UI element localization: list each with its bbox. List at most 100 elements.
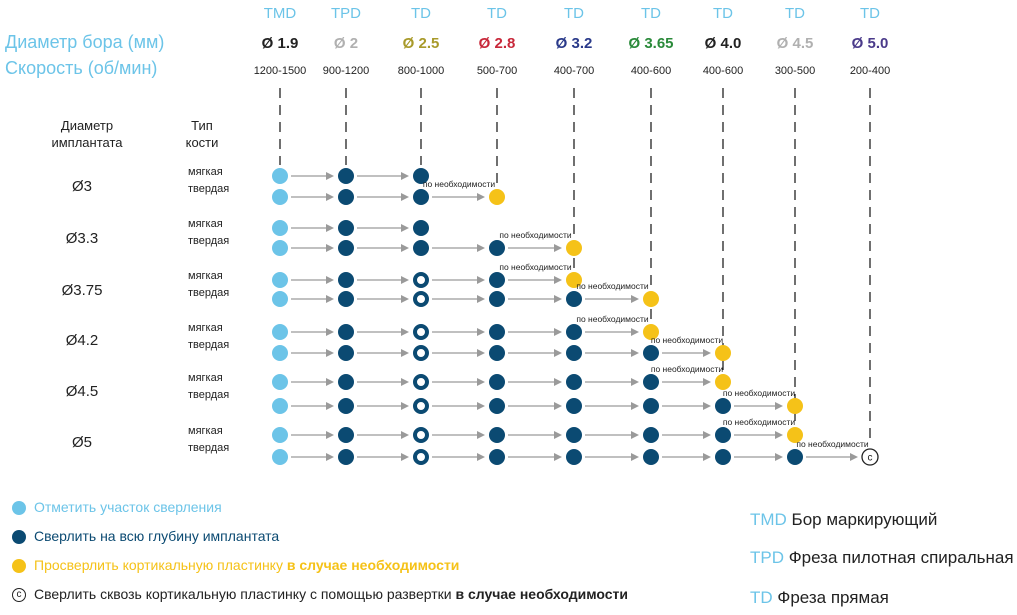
arrow-head-icon [326, 402, 334, 410]
mark-dot-icon [272, 291, 288, 307]
arrow-head-icon [326, 193, 334, 201]
drill-dot-icon [338, 398, 354, 414]
drill-dot-icon [489, 398, 505, 414]
ring-dot-icon [413, 427, 429, 443]
speed-2: 800-1000 [397, 65, 445, 77]
tool-legend-td: TD Фреза прямая [750, 588, 889, 608]
legend-cortical-bold: в случае необходимости [286, 557, 460, 573]
arrow-head-icon [554, 276, 562, 284]
bone-types-2: мягкая твердая [188, 268, 229, 302]
optional-dot-icon [787, 398, 803, 414]
arrow-head-icon [401, 193, 409, 201]
arrow-head-icon [631, 378, 639, 386]
tool-code-5: TD [641, 5, 661, 22]
drill-dot-icon [489, 240, 505, 256]
arrow-head-icon [554, 244, 562, 252]
bone-types-1: мягкая твердая [188, 216, 229, 250]
bone-types-0: мягкая твердая [188, 164, 229, 198]
drill-dot-icon [338, 168, 354, 184]
drill-dot-icon [338, 291, 354, 307]
drill-dot-icon [643, 345, 659, 361]
legend-full-depth-text: Сверлить на всю глубину имплантата [34, 528, 280, 544]
drill-dot-icon [338, 345, 354, 361]
ring-dot-icon [413, 398, 429, 414]
tpd-code: TPD [750, 548, 784, 567]
mark-dot-icon [272, 345, 288, 361]
optional-label: по необходимости [576, 281, 649, 291]
bore-diameter-3: Ø 2.8 [478, 35, 516, 52]
arrow-head-icon [477, 193, 485, 201]
implant-diameter-0: Ø3 [71, 178, 92, 195]
mark-dot-icon [272, 324, 288, 340]
arrow-head-icon [631, 349, 639, 357]
arrow-head-icon [477, 349, 485, 357]
arrow-head-icon [326, 244, 334, 252]
arrow-head-icon [477, 295, 485, 303]
arrow-head-icon [477, 402, 485, 410]
ring-dot-icon [413, 272, 429, 288]
drill-dot-icon [338, 374, 354, 390]
ring-dot-icon [413, 291, 429, 307]
speed-8: 200-400 [849, 65, 891, 77]
optional-dot-icon [643, 324, 659, 340]
arrow-head-icon [326, 431, 334, 439]
bone-soft: мягкая [188, 322, 223, 334]
bone-hard: твердая [188, 287, 230, 299]
speed-4: 400-700 [553, 65, 595, 77]
legend-item-mark: Отметить участок сверления [12, 499, 628, 528]
drill-dot-icon [338, 189, 354, 205]
arrow-head-icon [401, 328, 409, 336]
dark-dot-icon [12, 530, 26, 545]
bone-type-header: Тип кости [172, 117, 232, 151]
ring-dot-icon [413, 345, 429, 361]
arrow-head-icon [401, 295, 409, 303]
legend-reamer-text: Сверлить сквозь кортикальную пластинку с… [34, 586, 456, 602]
optional-dot-icon [489, 189, 505, 205]
arrow-head-icon [401, 402, 409, 410]
drill-dot-icon [643, 374, 659, 390]
drill-dot-icon [489, 427, 505, 443]
bone-soft: мягкая [188, 166, 223, 178]
arrow-head-icon [631, 453, 639, 461]
arrow-head-icon [326, 224, 334, 232]
drill-dot-icon [643, 427, 659, 443]
speed-1: 900-1200 [322, 65, 370, 77]
arrow-head-icon [401, 431, 409, 439]
tool-code-8: TD [860, 5, 880, 22]
arrow-head-icon [631, 431, 639, 439]
implant-header-line1: Диаметр [60, 118, 114, 133]
mark-dot-icon [272, 374, 288, 390]
optional-label: по необходимости [499, 230, 572, 240]
mark-dot-icon [272, 220, 288, 236]
drilling-protocol-diagram: по необходимости по необходимости по необх… [272, 88, 879, 466]
mark-dot-icon [272, 168, 288, 184]
drill-dot-icon [489, 324, 505, 340]
drill-dot-icon [413, 168, 429, 184]
bore-diameter-8: Ø 5.0 [851, 35, 889, 52]
yellow-dot-icon [12, 559, 26, 574]
arrow-head-icon [401, 224, 409, 232]
mark-dot-icon [272, 272, 288, 288]
tool-code-1: TPD [331, 5, 361, 22]
optional-dot-icon [715, 345, 731, 361]
drill-dot-icon [489, 291, 505, 307]
optional-dot-icon [566, 272, 582, 288]
bone-header-line2: кости [185, 135, 219, 150]
implant-diameter-4: Ø4.5 [65, 383, 99, 400]
optional-dot-icon [643, 291, 659, 307]
implant-diameter-5: Ø5 [71, 434, 92, 451]
bone-hard: твердая [188, 235, 230, 247]
legend-mark-text: Отметить участок сверления [34, 499, 222, 515]
optional-label: по необходимости [651, 364, 724, 374]
implant-diameter-2: Ø3.75 [61, 282, 103, 299]
implant-diameter-header: Диаметр имплантата [42, 117, 132, 151]
tool-code-3: TD [487, 5, 507, 22]
tool-legend-tpd: TPD Фреза пилотная спиральная [750, 548, 1014, 568]
drill-dot-icon [413, 220, 429, 236]
mark-dot-icon [272, 189, 288, 205]
optional-label: по необходимости [796, 439, 869, 449]
light-dot-icon [12, 501, 26, 516]
arrow-head-icon [703, 402, 711, 410]
bore-diameter-2: Ø 2.5 [402, 35, 440, 52]
tpd-text: Фреза пилотная спиральная [784, 548, 1014, 567]
